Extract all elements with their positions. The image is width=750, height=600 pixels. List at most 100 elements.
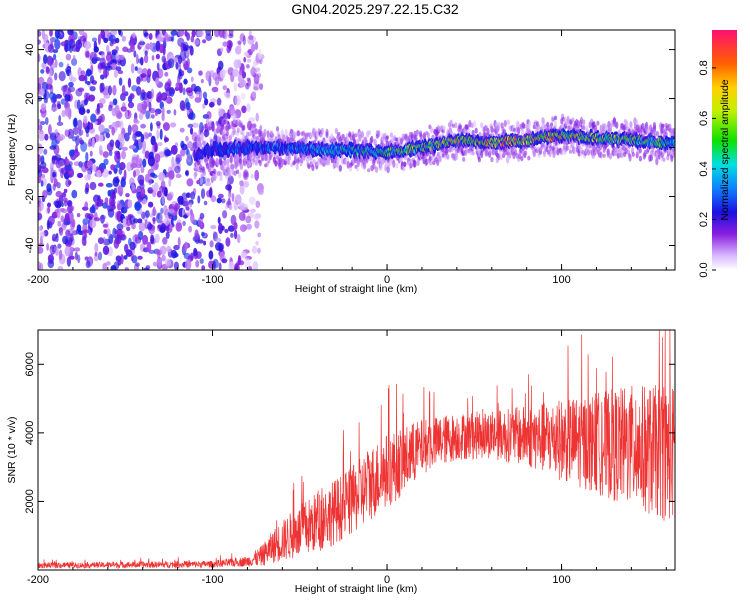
- noise-cell: [66, 205, 74, 214]
- noise-cell: [86, 68, 91, 77]
- noise-cell: [186, 178, 194, 187]
- noise-cell: [151, 55, 155, 61]
- noise-cell: [112, 176, 120, 187]
- noise-cell: [165, 231, 170, 239]
- noise-cell: [66, 200, 73, 207]
- halo-cell: [576, 120, 580, 129]
- halo-cell: [553, 148, 557, 157]
- noise-cell: [120, 178, 126, 188]
- noise-cell: [130, 253, 134, 262]
- halo-cell: [261, 157, 265, 162]
- halo-cell: [410, 162, 414, 168]
- noise-cell: [221, 198, 226, 204]
- noise-cell: [55, 190, 63, 198]
- noise-cell: [94, 252, 98, 257]
- noise-cell: [251, 91, 257, 98]
- noise-cell: [89, 219, 97, 229]
- halo-cell: [218, 136, 222, 143]
- noise-cell: [187, 123, 194, 128]
- halo-cell: [499, 155, 503, 161]
- noise-cell: [236, 233, 241, 244]
- noise-cell: [221, 225, 225, 231]
- noise-cell: [65, 53, 72, 61]
- noise-cell: [142, 234, 149, 245]
- noise-cell: [136, 67, 143, 75]
- noise-cell: [127, 77, 132, 88]
- noise-cell: [93, 217, 101, 222]
- noise-cell: [192, 122, 199, 128]
- noise-cell: [161, 30, 166, 36]
- noise-cell: [40, 103, 47, 112]
- noise-cell: [120, 234, 127, 241]
- noise-cell: [130, 63, 135, 74]
- noise-cell: [145, 173, 150, 183]
- noise-cell: [49, 30, 53, 37]
- noise-cell: [58, 249, 63, 261]
- noise-cell: [98, 134, 104, 142]
- halo-cell: [656, 130, 660, 137]
- noise-cell: [107, 189, 112, 197]
- noise-cell: [142, 198, 147, 205]
- noise-cell: [142, 149, 146, 155]
- noise-cell: [168, 177, 172, 187]
- noise-cell: [168, 208, 175, 214]
- noise-cell: [259, 83, 264, 90]
- halo-cell: [429, 126, 434, 134]
- halo-cell: [566, 116, 570, 124]
- noise-cell: [162, 45, 166, 56]
- halo-cell: [239, 158, 243, 164]
- noise-cell: [38, 246, 44, 254]
- halo-cell: [602, 126, 606, 134]
- noise-cell: [189, 202, 193, 208]
- noise-cell: [49, 162, 54, 172]
- noise-cell: [166, 109, 171, 114]
- noise-cell: [150, 122, 153, 132]
- halo-cell: [330, 158, 335, 164]
- noise-cell: [135, 54, 139, 65]
- snr-frame: [37, 329, 676, 571]
- noise-cell: [117, 185, 124, 196]
- noise-cell: [237, 40, 242, 45]
- x-tick-label: -100: [202, 274, 224, 286]
- halo-cell: [411, 134, 415, 142]
- halo-cell: [224, 160, 228, 166]
- halo-cell: [585, 125, 589, 131]
- noise-cell: [78, 107, 86, 115]
- noise-cell: [105, 132, 111, 139]
- noise-cell: [147, 155, 155, 167]
- x-tick-label: 100: [552, 274, 570, 286]
- halo-cell: [327, 159, 331, 166]
- noise-cell: [156, 33, 164, 42]
- noise-cell: [166, 245, 172, 253]
- colorbar-gradient: [712, 30, 737, 270]
- noise-cell: [164, 187, 168, 197]
- noise-cell: [78, 161, 83, 168]
- noise-cell: [43, 97, 48, 104]
- noise-cell: [155, 53, 160, 60]
- noise-cell: [38, 53, 41, 63]
- halo-cell: [392, 159, 396, 168]
- noise-cell: [108, 85, 112, 96]
- noise-cell: [115, 255, 122, 262]
- noise-cell: [164, 71, 169, 77]
- noise-cell: [77, 254, 81, 264]
- noise-cell: [145, 110, 150, 120]
- noise-cell: [198, 30, 203, 37]
- noise-cell: [178, 82, 183, 94]
- noise-cell: [38, 176, 42, 184]
- noise-cell: [239, 260, 245, 266]
- halo-cell: [468, 119, 472, 128]
- halo-cell: [223, 119, 227, 124]
- noise-cell: [47, 44, 55, 53]
- noise-cell: [102, 262, 108, 270]
- x-tick-label: 0: [384, 574, 390, 586]
- noise-cell: [168, 191, 174, 199]
- noise-cell: [146, 74, 151, 84]
- noise-cell: [253, 73, 260, 85]
- noise-cell: [159, 213, 163, 222]
- noise-cell: [52, 183, 56, 191]
- noise-cell: [74, 99, 78, 110]
- halo-cell: [374, 166, 379, 173]
- halo-cell: [462, 157, 466, 162]
